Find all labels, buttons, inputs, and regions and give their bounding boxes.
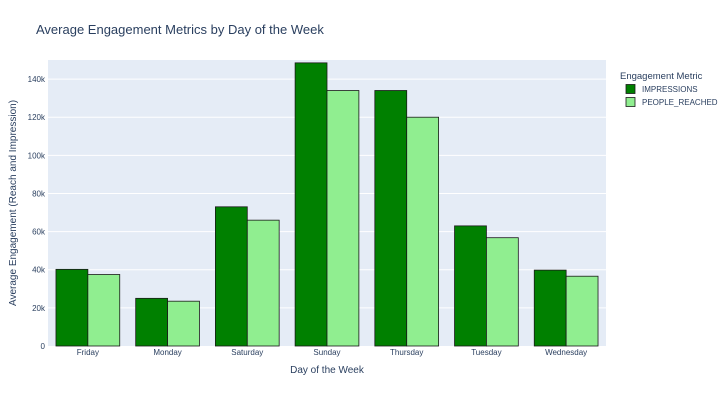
bar-people-reached-monday: [167, 300, 200, 347]
x-tick-label: Monday: [153, 348, 181, 357]
bar-people-reached-sunday: [326, 90, 360, 347]
y-tick-label: 120k: [28, 113, 46, 122]
x-tick-label: Tuesday: [471, 348, 501, 357]
y-axis-title: Average Engagement (Reach and Impression…: [8, 100, 19, 306]
bar-impressions-monday: [135, 297, 168, 347]
x-axis-ticks: Friday Monday Saturday Sunday Thursday Tuesda…: [77, 348, 587, 357]
chart-title: Average Engagement Metrics by Day of the…: [36, 22, 324, 37]
x-tick-label: Thursday: [390, 348, 423, 357]
bar-people-reached-tuesday: [486, 237, 519, 347]
bar-impressions-saturday: [214, 206, 248, 347]
bar-impressions-sunday: [294, 62, 328, 347]
bar-people-reached-saturday: [246, 219, 280, 347]
x-axis-title: Day of the Week: [290, 365, 365, 376]
y-axis-ticks: 0 20k 40k 60k 80k 100k 120k 140k: [28, 75, 46, 351]
bar-impressions-wednesday: [533, 269, 567, 347]
y-tick-label: 140k: [28, 75, 46, 84]
x-tick-label: Wednesday: [545, 348, 587, 357]
x-tick-label: Saturday: [231, 348, 263, 357]
bar-people-reached-friday: [87, 274, 121, 347]
y-tick-label: 0: [41, 342, 46, 351]
legend-label: IMPRESSIONS: [642, 85, 698, 94]
legend-swatch: [625, 97, 636, 107]
y-tick-label: 80k: [32, 189, 46, 198]
y-tick-label: 100k: [28, 151, 46, 160]
legend-swatch: [625, 84, 636, 94]
y-tick-label: 60k: [32, 228, 46, 237]
bar-impressions-thursday: [374, 90, 408, 347]
x-tick-label: Friday: [77, 348, 99, 357]
bar-impressions-tuesday: [454, 225, 487, 347]
bar-impressions-friday: [55, 268, 89, 347]
bars: [55, 62, 599, 347]
legend-title: Engagement Metric: [620, 71, 703, 82]
legend: Engagement Metric IMPRESSIONS PEOPLE_REAC…: [620, 71, 718, 107]
x-tick-label: Sunday: [313, 348, 340, 357]
bar-people-reached-wednesday: [565, 275, 599, 347]
y-tick-label: 20k: [32, 304, 46, 313]
bar-people-reached-thursday: [406, 116, 440, 347]
y-tick-label: 40k: [32, 266, 46, 275]
legend-label: PEOPLE_REACHED: [642, 98, 718, 107]
